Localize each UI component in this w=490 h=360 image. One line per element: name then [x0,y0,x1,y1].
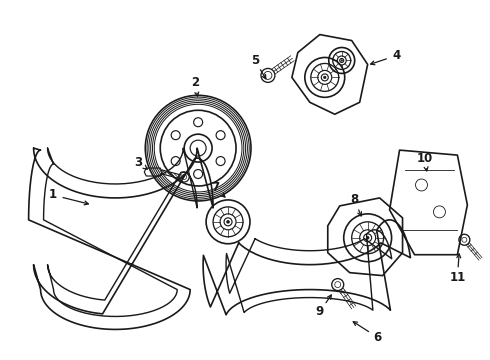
Text: 2: 2 [191,76,199,89]
Circle shape [341,60,343,61]
Text: 9: 9 [316,305,324,318]
Text: 8: 8 [350,193,359,206]
Circle shape [323,76,326,78]
Circle shape [366,237,369,239]
Text: 6: 6 [373,331,382,344]
Text: 5: 5 [251,54,259,67]
Text: 10: 10 [416,152,433,165]
Text: 1: 1 [49,188,57,202]
Circle shape [227,220,229,223]
Text: 11: 11 [449,271,466,284]
Text: 4: 4 [392,49,401,62]
Text: 7: 7 [211,181,219,194]
Text: 3: 3 [134,156,143,168]
